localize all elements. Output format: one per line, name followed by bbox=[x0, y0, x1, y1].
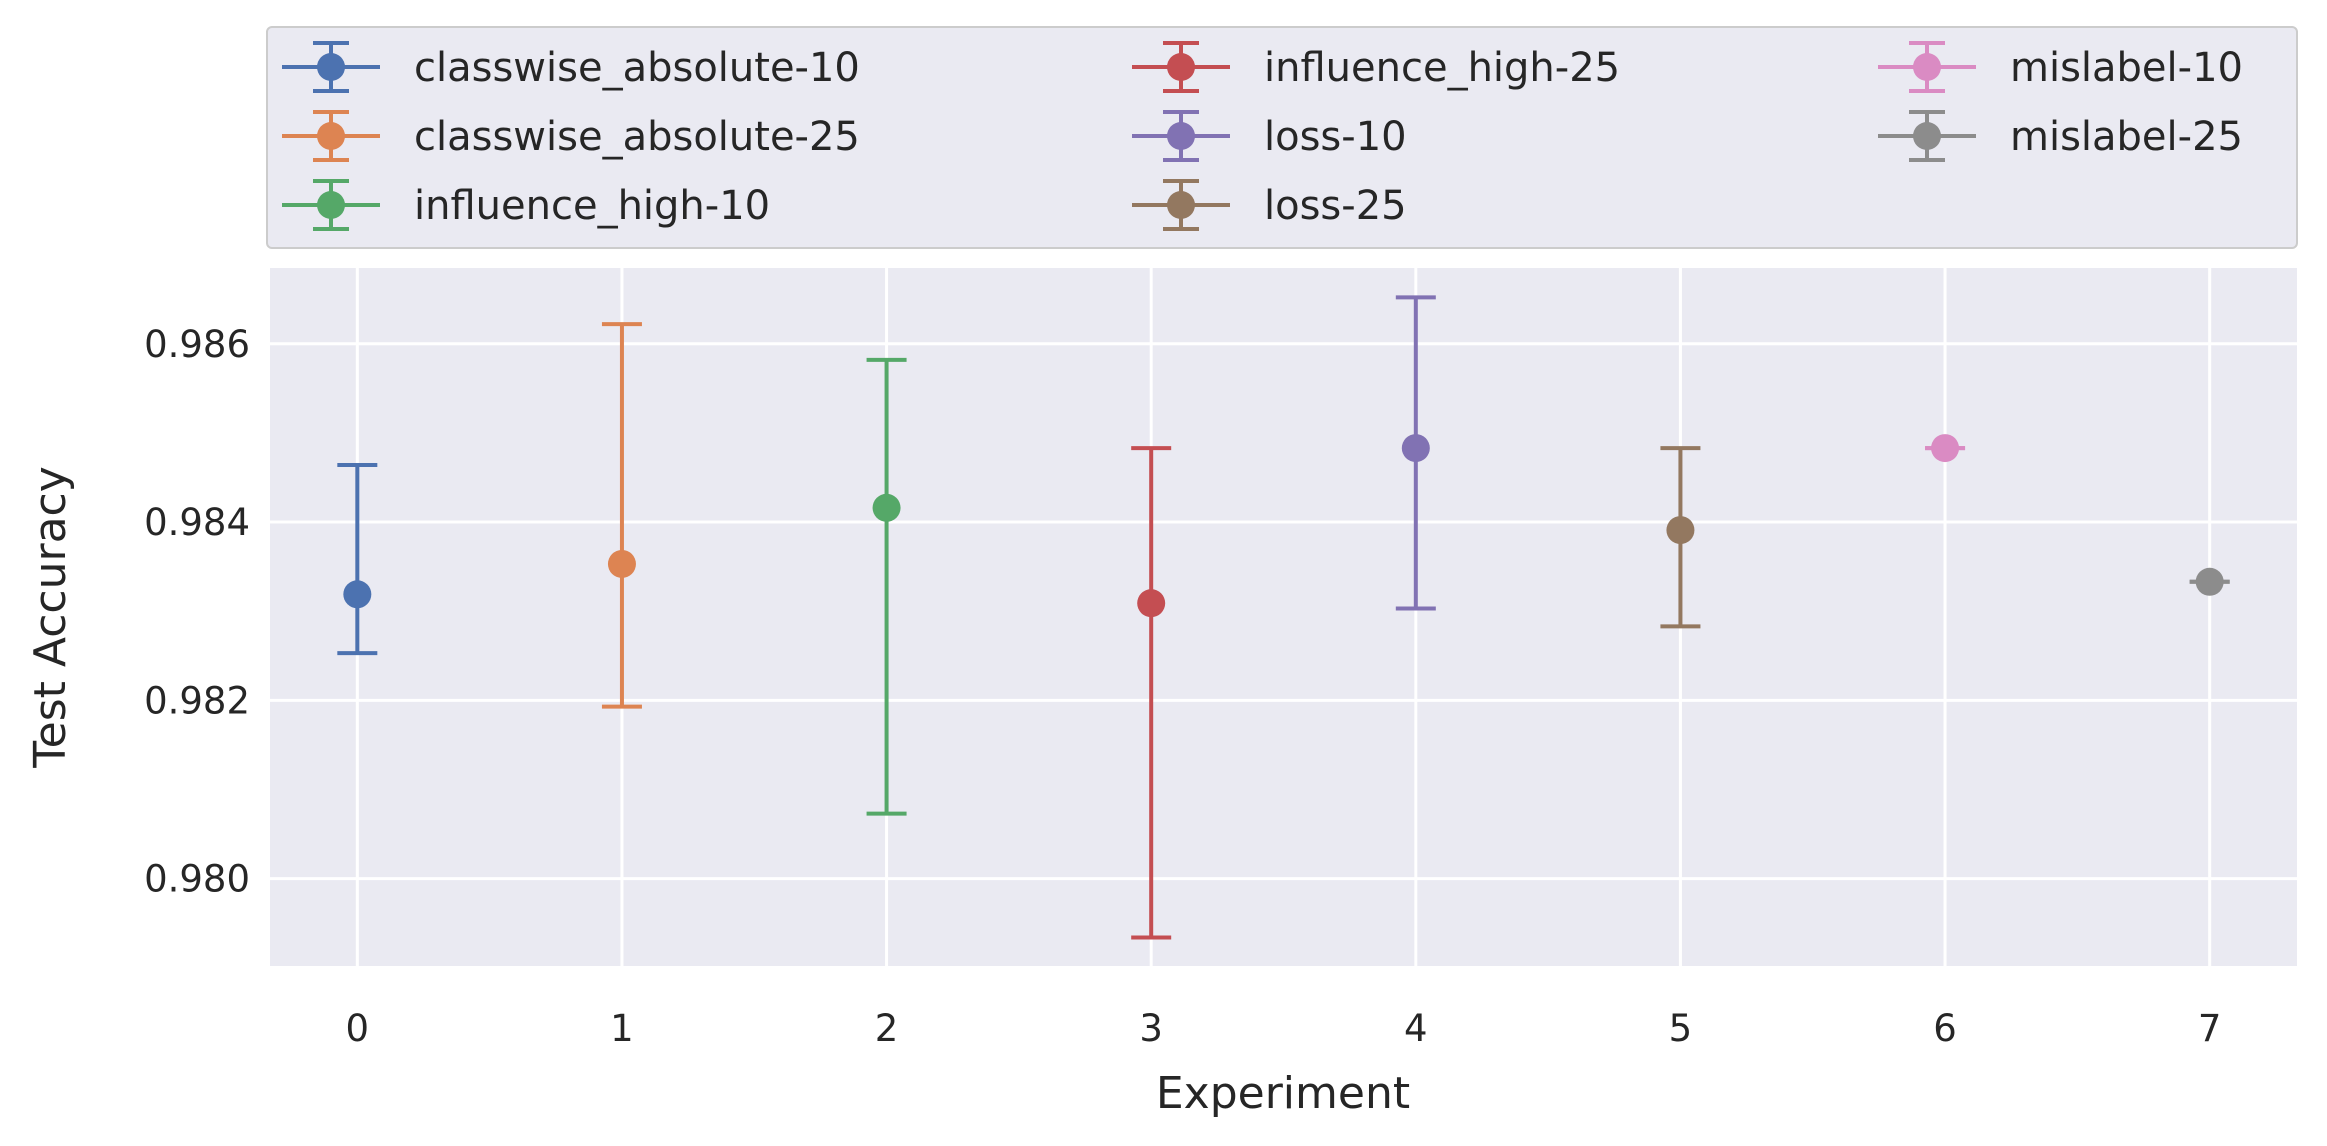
legend-entry: influence_high-10 bbox=[282, 179, 770, 231]
data-point bbox=[607, 549, 636, 578]
x-tick-label: 2 bbox=[875, 1007, 899, 1050]
y-tick-label: 0.984 bbox=[144, 501, 250, 544]
series-mislabel-25 bbox=[2189, 567, 2230, 596]
legend-marker bbox=[317, 53, 345, 81]
series-mislabel-10 bbox=[1925, 434, 1966, 463]
legend-label: classwise_absolute-25 bbox=[414, 114, 860, 160]
data-point bbox=[1931, 434, 1960, 463]
legend-entry: mislabel-25 bbox=[1878, 110, 2243, 162]
y-tick-labels: 0.980 0.982 0.984 0.986 bbox=[144, 323, 250, 901]
x-axis-label: Experiment bbox=[1156, 1068, 1410, 1119]
y-tick-label: 0.986 bbox=[144, 323, 250, 366]
data-point bbox=[1137, 589, 1166, 618]
legend-entry: loss-25 bbox=[1132, 179, 1407, 231]
legend-label: mislabel-10 bbox=[2010, 45, 2243, 91]
plot-area bbox=[270, 268, 2297, 966]
legend-entry: classwise_absolute-10 bbox=[282, 41, 860, 93]
legend-marker bbox=[1167, 122, 1195, 150]
series-loss-25 bbox=[1660, 446, 1701, 629]
legend-marker bbox=[1913, 53, 1941, 81]
legend-frame bbox=[266, 26, 2298, 249]
x-tick-label: 0 bbox=[346, 1007, 370, 1050]
legend-label: loss-25 bbox=[1264, 183, 1407, 229]
legend-label: classwise_absolute-10 bbox=[414, 45, 860, 91]
y-axis-label: Test Accuracy bbox=[25, 466, 76, 769]
data-point bbox=[872, 493, 901, 522]
legend-label: influence_high-25 bbox=[1264, 45, 1620, 91]
legend-marker bbox=[317, 122, 345, 150]
data-point bbox=[2195, 567, 2224, 596]
legend: classwise_absolute-10 classwise_absolute-… bbox=[266, 26, 2298, 249]
legend-label: mislabel-25 bbox=[2010, 114, 2243, 160]
legend-marker bbox=[1167, 191, 1195, 219]
legend-label: influence_high-10 bbox=[414, 183, 770, 229]
legend-entry: influence_high-25 bbox=[1132, 41, 1620, 93]
legend-entry: loss-10 bbox=[1132, 110, 1407, 162]
y-tick-label: 0.982 bbox=[144, 679, 250, 722]
x-tick-label: 3 bbox=[1139, 1007, 1163, 1050]
series-classwise_absolute-10 bbox=[337, 463, 378, 656]
legend-marker bbox=[317, 191, 345, 219]
legend-marker bbox=[1913, 122, 1941, 150]
data-point bbox=[343, 580, 372, 609]
legend-label: loss-10 bbox=[1264, 114, 1407, 160]
series-influence_high-25 bbox=[1131, 446, 1172, 940]
data-point bbox=[1666, 516, 1695, 545]
series-influence_high-10 bbox=[866, 357, 907, 816]
series-loss-10 bbox=[1395, 295, 1436, 611]
x-tick-label: 6 bbox=[1933, 1007, 1957, 1050]
legend-entry: mislabel-10 bbox=[1878, 41, 2243, 93]
x-tick-label: 7 bbox=[2198, 1007, 2222, 1050]
legend-marker bbox=[1167, 53, 1195, 81]
x-tick-labels: 0 1 2 3 4 5 6 7 bbox=[346, 1007, 2222, 1050]
series-classwise_absolute-25 bbox=[601, 322, 642, 709]
x-tick-label: 1 bbox=[610, 1007, 634, 1050]
y-tick-label: 0.980 bbox=[144, 858, 250, 901]
x-tick-label: 4 bbox=[1404, 1007, 1428, 1050]
data-point bbox=[1401, 434, 1430, 463]
data-marks bbox=[337, 295, 2230, 940]
legend-entry: classwise_absolute-25 bbox=[282, 110, 860, 162]
x-tick-label: 5 bbox=[1669, 1007, 1693, 1050]
